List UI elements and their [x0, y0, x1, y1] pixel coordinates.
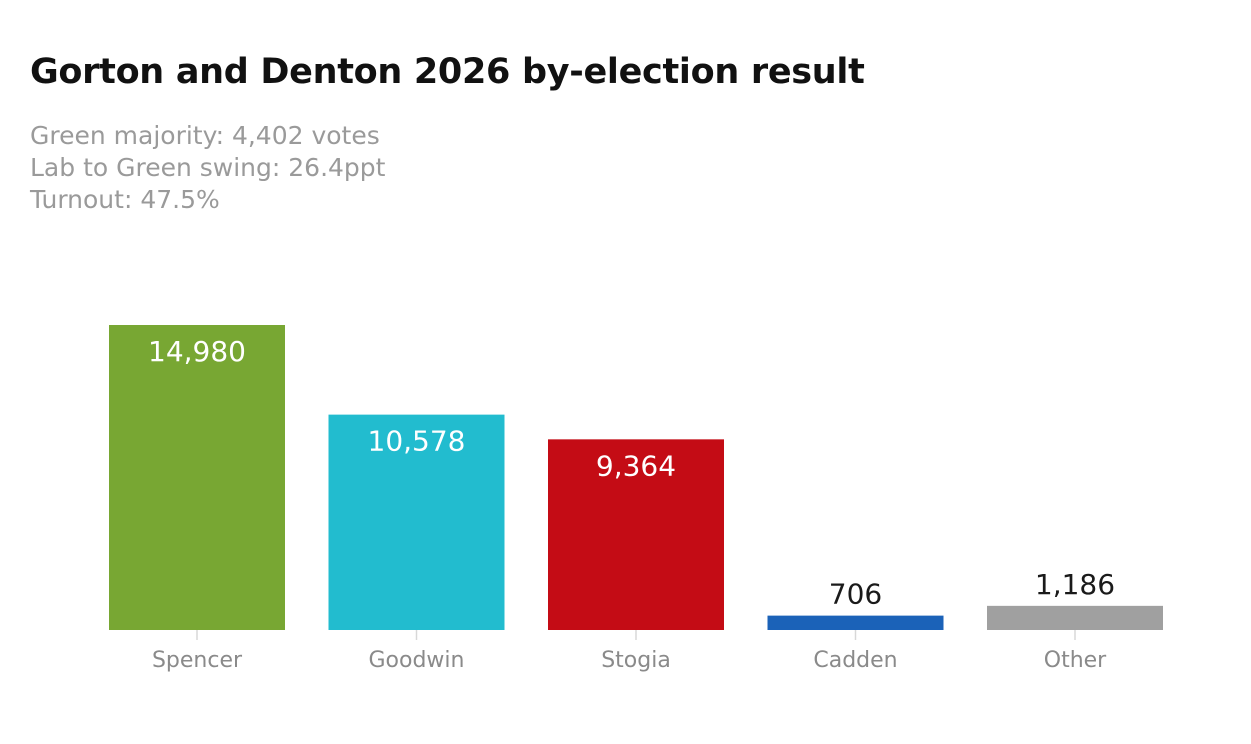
turnout-text: Turnout: 47.5%: [30, 185, 220, 214]
majority-text: Green majority: 4,402 votes: [30, 121, 380, 150]
value-label-goodwin: 10,578: [368, 425, 466, 458]
value-label-cadden: 706: [829, 578, 882, 611]
bar-goodwin: [328, 414, 505, 630]
bar-spencer: [109, 325, 285, 630]
chart-subtitle: Green majority: 4,402 votes Lab to Green…: [30, 120, 385, 216]
category-label-goodwin: Goodwin: [369, 648, 465, 673]
value-label-other: 1,186: [1035, 568, 1115, 601]
category-label-spencer: Spencer: [152, 648, 243, 673]
value-label-spencer: 14,980: [148, 335, 246, 368]
category-label-cadden: Cadden: [813, 648, 897, 673]
swing-text: Lab to Green swing: 26.4ppt: [30, 153, 386, 182]
category-label-stogia: Stogia: [601, 648, 671, 673]
category-label-other: Other: [1044, 648, 1107, 673]
bar-other: [987, 605, 1163, 630]
value-label-stogia: 9,364: [596, 449, 676, 482]
chart-title: Gorton and Denton 2026 by-election resul…: [30, 52, 865, 92]
bar-stogia: [548, 439, 724, 630]
bar-cadden: [767, 615, 944, 630]
